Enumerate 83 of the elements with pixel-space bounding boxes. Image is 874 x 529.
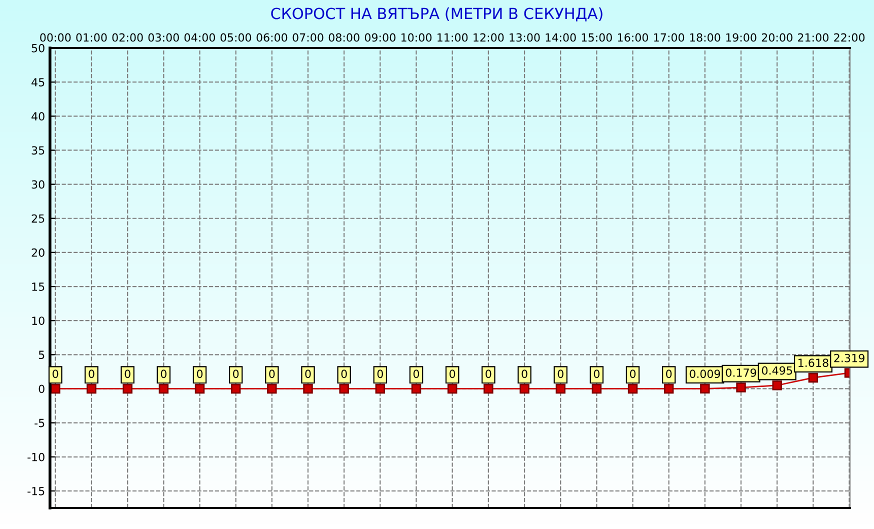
y-tick-label: -5 [34,418,44,428]
point [520,384,530,394]
data-label: 0 [558,370,564,378]
y-tick-label: 40 [32,112,44,121]
x-tick-label: 19:00 [726,33,756,42]
point [592,384,602,394]
x-tick-label: 20:00 [762,33,792,42]
data-label: 0 [522,370,528,378]
y-tick-label: 45 [32,78,44,86]
point [303,384,313,394]
data-label: 1.618 [798,358,828,368]
data-label: 2.319 [834,354,864,362]
point [736,382,746,392]
x-tick-label: 16:00 [618,33,648,42]
x-tick-label: 02:00 [112,33,143,42]
point [50,384,60,394]
x-tick-label: 18:00 [690,33,720,42]
data-label: 0 [305,370,311,378]
x-tick-label: 15:00 [582,33,612,42]
point [158,384,169,394]
data-label: 0 [196,370,203,378]
point [556,384,566,394]
data-label: 0 [160,370,166,378]
point [411,384,422,394]
data-label: 0 [341,370,347,378]
x-tick-label: 07:00 [292,33,324,42]
y-tick-label: -10 [28,452,44,462]
data-label: 0 [269,370,275,378]
data-label: 0 [52,370,58,378]
data-label: 0.179 [726,368,756,377]
y-tick-label: 5 [38,350,44,360]
point [267,384,277,394]
point [628,384,638,394]
point [339,384,349,394]
point [447,384,458,394]
point [700,384,710,394]
chart-title: СКОРОСТ НА ВЯТЪРА (МЕТРИ В СЕКУНДА) [271,7,602,22]
x-tick-label: 14:00 [546,33,576,42]
point [375,384,386,394]
x-tick-label: 05:00 [220,33,252,42]
x-tick-label: 06:00 [256,33,288,42]
data-label: 0.009 [690,370,720,378]
x-tick-label: 01:00 [76,33,107,42]
data-label: 0 [124,370,130,378]
y-tick-label: 50 [32,44,44,52]
data-label: 0 [630,370,636,378]
point [772,380,782,390]
x-tick-label: 04:00 [184,33,216,42]
point [194,384,205,394]
y-tick-label: 20 [32,248,44,257]
y-tick-label: 25 [32,214,44,223]
data-label: 0 [666,370,672,378]
data-label: 0 [88,370,94,378]
x-tick-label: 21:00 [798,33,828,42]
point [808,372,818,383]
data-label: 0 [450,370,456,378]
x-tick-label: 00:00 [40,33,71,42]
data-label: 0 [377,370,383,378]
x-tick-label: 03:00 [148,33,179,42]
y-tick-label: -15 [28,487,44,496]
data-label: 0 [594,370,600,378]
x-tick-label: 22:00 [834,33,865,42]
data-label: 0 [413,370,420,378]
y-tick-label: 30 [32,180,44,189]
x-tick-label: 12:00 [474,33,504,42]
y-tick-label: 35 [32,146,44,155]
data-label: 0.495 [762,366,792,375]
point [230,384,241,394]
x-tick-label: 10:00 [401,33,432,42]
data-label: 0 [233,370,239,378]
y-tick-label: 15 [32,282,44,291]
x-tick-label: 17:00 [654,33,684,42]
x-tick-label: 11:00 [438,33,468,42]
y-tick-label: 0 [38,384,44,394]
point [86,384,96,394]
y-tick-label: 10 [32,316,44,325]
point [484,384,494,394]
data-label: 0 [486,370,492,378]
x-tick-label: 09:00 [364,33,396,42]
point [664,384,674,394]
x-tick-label: 08:00 [328,33,360,42]
point [122,384,132,394]
x-tick-label: 13:00 [510,33,540,42]
